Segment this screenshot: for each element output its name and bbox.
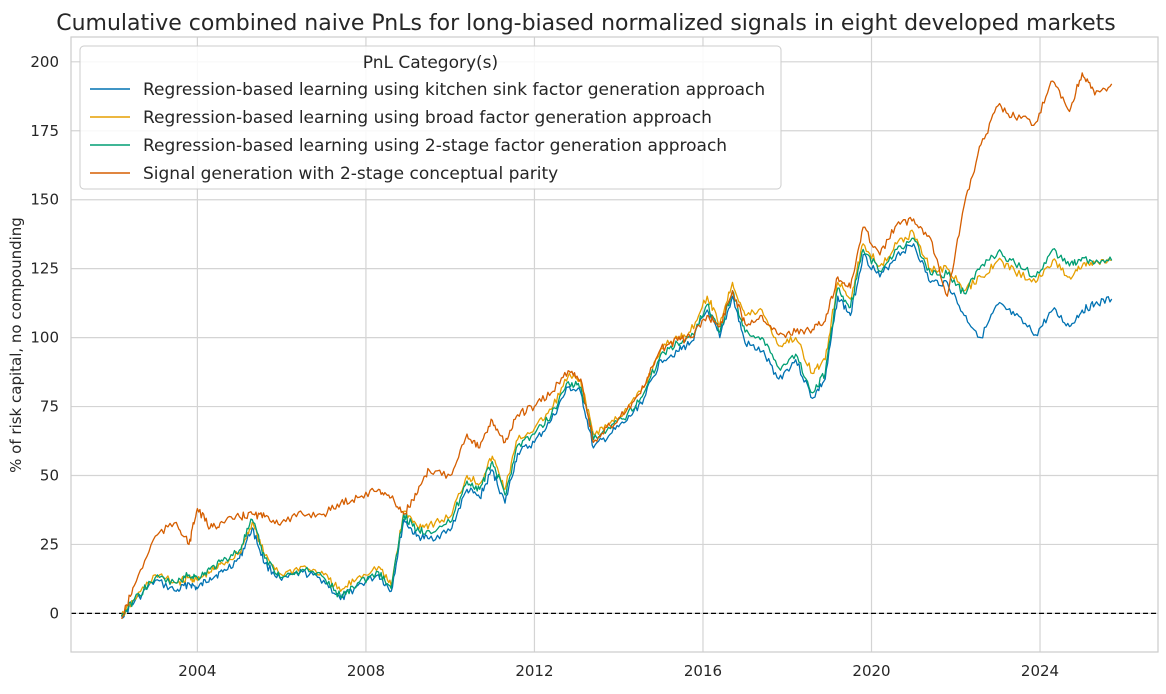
x-tick-label: 2016 bbox=[684, 662, 722, 680]
legend-label-3: Regression-based learning using 2-stage … bbox=[143, 136, 727, 156]
legend: PnL Category(s) Regression-based learning… bbox=[79, 45, 782, 190]
x-tick-label: 2020 bbox=[852, 662, 890, 680]
legend-label-4: Signal generation with 2-stage conceptua… bbox=[143, 164, 558, 184]
y-axis-label: % of risk capital, no compounding bbox=[7, 217, 25, 473]
legend-box bbox=[79, 45, 782, 190]
series-line-1 bbox=[121, 243, 1113, 619]
y-tick-label: 75 bbox=[40, 398, 59, 416]
y-tick-label: 25 bbox=[40, 535, 59, 553]
series-group bbox=[120, 72, 1113, 620]
legend-label-1: Regression-based learning using kitchen … bbox=[143, 80, 765, 100]
y-tick-label: 125 bbox=[30, 260, 59, 278]
x-tick-label: 2024 bbox=[1021, 662, 1059, 680]
y-tick-label: 200 bbox=[30, 53, 59, 71]
x-tick-label: 2004 bbox=[178, 662, 216, 680]
series-line-3 bbox=[121, 237, 1113, 617]
y-tick-label: 150 bbox=[30, 191, 59, 209]
x-tick-label: 2012 bbox=[515, 662, 553, 680]
chart-title: Cumulative combined naive PnLs for long-… bbox=[56, 11, 1115, 36]
axes: 2004 2008 2012 2016 2020 2024 0 25 50 75 100 125 150… bbox=[30, 36, 1159, 680]
y-tick-label: 175 bbox=[30, 122, 59, 140]
legend-label-2: Regression-based learning using broad fa… bbox=[143, 108, 712, 128]
series-line-2 bbox=[120, 229, 1112, 617]
y-tick-label: 50 bbox=[40, 466, 59, 484]
y-tick-label: 100 bbox=[30, 329, 59, 347]
legend-title: PnL Category(s) bbox=[363, 53, 498, 73]
x-tick-label: 2008 bbox=[347, 662, 385, 680]
series-line-4 bbox=[121, 72, 1113, 620]
plot-frame bbox=[70, 36, 1159, 653]
y-tick-label: 0 bbox=[49, 604, 59, 622]
